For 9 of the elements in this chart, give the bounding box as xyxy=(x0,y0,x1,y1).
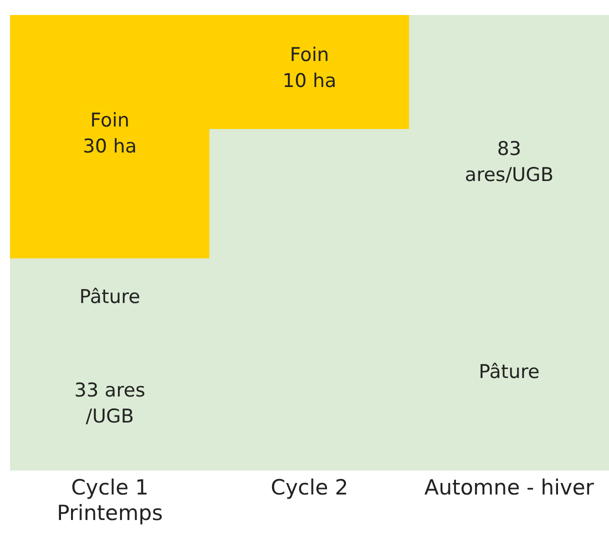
x-tick-label: Cycle 2 xyxy=(270,476,348,500)
annotation: 33 ares /UGB xyxy=(74,379,146,428)
x-tick-label: Automne - hiver xyxy=(424,476,594,500)
annotation: 83 ares/UGB xyxy=(464,138,554,186)
annotation: Pâture xyxy=(79,286,140,308)
annotation: Pâture xyxy=(478,361,540,384)
annotation: Foin 10 ha xyxy=(282,44,336,92)
x-tick-label: Cycle 1 Printemps xyxy=(56,476,163,525)
annotation: Foin 30 ha xyxy=(82,109,137,158)
